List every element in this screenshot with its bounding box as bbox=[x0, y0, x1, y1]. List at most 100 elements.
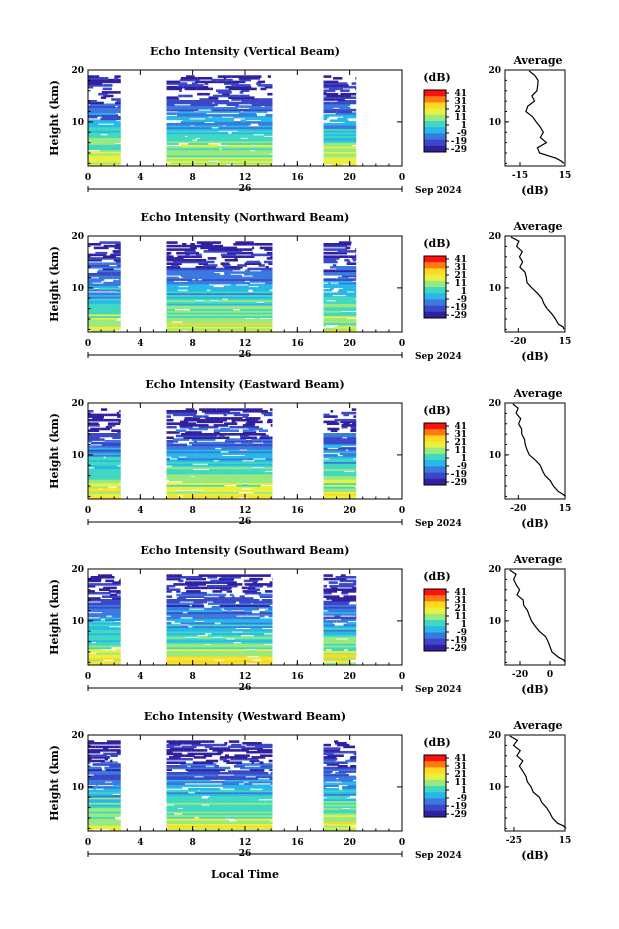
echo-cell bbox=[329, 484, 334, 487]
echo-cell bbox=[265, 825, 273, 828]
echo-cell bbox=[166, 637, 172, 641]
echo-cell bbox=[88, 114, 100, 117]
echo-cell bbox=[343, 613, 349, 616]
echo-cell bbox=[214, 310, 220, 313]
echo-cell bbox=[214, 489, 224, 492]
echo-cell bbox=[220, 253, 223, 257]
echo-cell bbox=[242, 823, 259, 826]
echo-cell bbox=[328, 463, 332, 466]
echo-cell bbox=[88, 761, 91, 764]
echo-cell bbox=[248, 470, 263, 473]
echo-cell bbox=[88, 324, 92, 327]
echo-cell bbox=[185, 581, 193, 584]
echo-cell bbox=[88, 484, 101, 487]
echo-cell bbox=[250, 636, 263, 639]
echo-cell bbox=[181, 817, 191, 821]
echo-cell bbox=[166, 135, 172, 138]
echo-cell bbox=[209, 124, 218, 128]
echo-cell bbox=[239, 653, 253, 657]
echo-cell bbox=[107, 285, 119, 288]
echo-cell bbox=[216, 80, 226, 84]
echo-cell bbox=[230, 326, 242, 329]
echo-cell bbox=[349, 130, 357, 133]
echo-cell bbox=[166, 266, 174, 269]
echo-cell bbox=[90, 427, 101, 431]
echo-cell bbox=[211, 292, 214, 295]
y-axis-label: Height (km) bbox=[48, 80, 61, 156]
echo-cell bbox=[352, 308, 357, 311]
echo-cell bbox=[166, 752, 183, 756]
echo-cell bbox=[343, 817, 357, 821]
echo-cell bbox=[88, 75, 95, 78]
echo-cell bbox=[233, 158, 250, 161]
echo-cell bbox=[237, 94, 240, 98]
echo-cell bbox=[88, 160, 94, 163]
colorbar-tick-label: 41 bbox=[454, 754, 467, 764]
echo-cell bbox=[226, 477, 238, 480]
echo-cell bbox=[338, 152, 349, 156]
echo-cell bbox=[245, 422, 256, 425]
echo-cell bbox=[260, 775, 272, 779]
echo-cell bbox=[268, 311, 273, 315]
echo-cell bbox=[271, 320, 273, 324]
echo-cell bbox=[180, 747, 188, 750]
echo-cell bbox=[90, 441, 106, 445]
echo-cell bbox=[261, 817, 270, 821]
echo-cell bbox=[248, 445, 265, 448]
echo-cell bbox=[352, 273, 357, 276]
echo-cell bbox=[90, 759, 98, 763]
echo-cell bbox=[114, 317, 119, 320]
echo-cell bbox=[115, 257, 121, 260]
echo-cell bbox=[210, 796, 220, 800]
echo-cell bbox=[201, 809, 209, 812]
echo-cell bbox=[166, 800, 170, 803]
echo-cell bbox=[179, 650, 193, 653]
echo-cell bbox=[323, 306, 328, 310]
echo-cell bbox=[227, 803, 239, 807]
echo-cell bbox=[103, 653, 109, 657]
echo-cell bbox=[184, 131, 200, 135]
echo-cell bbox=[323, 793, 338, 796]
colorbar-tick-label: 21 bbox=[454, 770, 467, 780]
echo-cell bbox=[119, 825, 121, 828]
echo-cell bbox=[351, 267, 357, 271]
echo-cell bbox=[230, 255, 246, 258]
echo-cell bbox=[227, 586, 232, 590]
echo-cell bbox=[166, 425, 174, 429]
echo-cell bbox=[244, 623, 258, 627]
echo-cell bbox=[179, 637, 193, 641]
echo-cell bbox=[241, 586, 246, 590]
echo-cell bbox=[195, 625, 202, 628]
echo-cell bbox=[181, 433, 195, 436]
echo-cell bbox=[257, 271, 268, 274]
echo-cell bbox=[112, 276, 121, 280]
echo-cell bbox=[193, 415, 203, 418]
echo-cell bbox=[106, 772, 113, 775]
echo-cell bbox=[258, 264, 265, 267]
echo-cell bbox=[166, 80, 181, 84]
echo-cell bbox=[271, 324, 273, 327]
echo-cell bbox=[270, 292, 273, 295]
colorbar-swatch bbox=[424, 262, 446, 269]
echo-cell bbox=[266, 294, 273, 297]
echo-cell bbox=[234, 621, 242, 625]
echo-cell bbox=[93, 264, 110, 267]
echo-cell bbox=[257, 639, 273, 643]
echo-cell bbox=[205, 425, 212, 429]
echo-cell bbox=[222, 623, 237, 627]
echo-cell bbox=[218, 160, 225, 163]
echo-cell bbox=[172, 306, 186, 310]
colorbar-tick-label: 21 bbox=[454, 105, 467, 115]
echo-cell bbox=[331, 599, 343, 602]
echo-cell bbox=[323, 777, 337, 780]
colorbar-swatch bbox=[424, 441, 446, 449]
echo-cell bbox=[263, 283, 272, 287]
echo-cell bbox=[185, 287, 192, 290]
echo-cell bbox=[270, 634, 273, 637]
echo-cell bbox=[350, 433, 357, 436]
echo-cell bbox=[221, 274, 225, 278]
echo-cell bbox=[180, 105, 187, 108]
echo-cell bbox=[193, 595, 205, 598]
echo-cell bbox=[117, 440, 121, 443]
echo-cell bbox=[245, 754, 250, 757]
